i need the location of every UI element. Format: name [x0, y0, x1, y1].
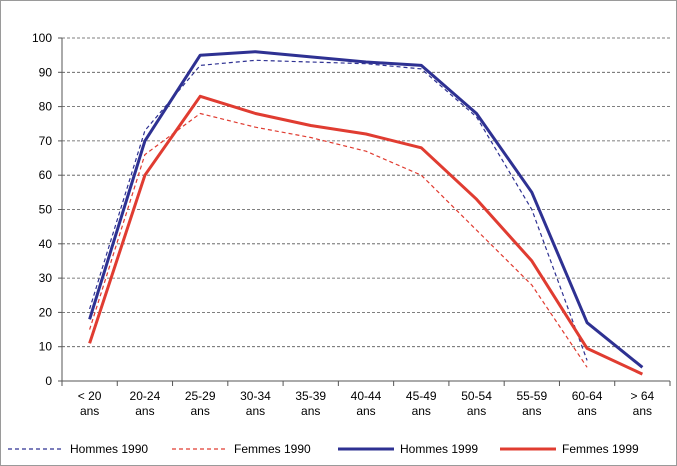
x-tick-label: 25-29	[185, 389, 216, 403]
x-axis-ticks: < 20ans20-24ans25-29ans30-34ans35-39ans4…	[61, 381, 671, 418]
series-lines	[88, 50, 644, 376]
x-tick-label: 45-49	[406, 389, 437, 403]
x-tick-label: 60-64	[572, 389, 603, 403]
y-tick-label: 50	[39, 203, 53, 217]
x-tick-label: ans	[301, 404, 320, 418]
y-tick-label: 100	[32, 31, 52, 45]
legend-label: Femmes 1999	[562, 442, 639, 456]
y-tick-label: 20	[39, 305, 53, 319]
y-tick-label: 60	[39, 168, 53, 182]
x-tick-label: ans	[522, 404, 541, 418]
legend: Hommes 1990 Femmes 1990 Hommes 1999 Femmes …	[8, 442, 639, 456]
y-tick-label: 80	[39, 100, 53, 114]
axes	[61, 38, 670, 382]
series-line-hommes-1990	[89, 59, 588, 361]
x-tick-label: ans	[467, 404, 486, 418]
series-line-femmes-1999	[88, 94, 644, 376]
x-tick-label: ans	[577, 404, 596, 418]
x-tick-label: 55-59	[516, 389, 547, 403]
y-tick-label: 90	[39, 65, 53, 79]
x-tick-label: 20-24	[130, 389, 161, 403]
x-tick-label: ans	[356, 404, 375, 418]
x-tick-label: < 20	[78, 389, 102, 403]
x-tick-label: ans	[246, 404, 265, 418]
y-tick-label: 70	[39, 134, 53, 148]
legend-label: Hommes 1990	[70, 442, 148, 456]
y-tick-label: 30	[39, 271, 53, 285]
x-tick-label: 50-54	[461, 389, 492, 403]
x-tick-label: ans	[80, 404, 99, 418]
x-tick-label: 40-44	[351, 389, 382, 403]
y-tick-label: 10	[39, 340, 53, 354]
x-tick-label: 35-39	[295, 389, 326, 403]
y-tick-label: 40	[39, 237, 53, 251]
x-tick-label: ans	[135, 404, 154, 418]
legend-label: Hommes 1999	[400, 442, 478, 456]
y-axis-ticks: 0 10 20 30 40 50 60 70 80 90 100	[32, 31, 62, 388]
legend-label: Femmes 1990	[234, 442, 311, 456]
x-tick-label: > 64	[631, 389, 655, 403]
x-tick-label: 30-34	[240, 389, 271, 403]
x-tick-label: ans	[633, 404, 652, 418]
x-tick-label: ans	[412, 404, 431, 418]
x-tick-label: ans	[191, 404, 210, 418]
series-line-hommes-1999	[88, 50, 644, 369]
y-tick-label: 0	[45, 374, 52, 388]
